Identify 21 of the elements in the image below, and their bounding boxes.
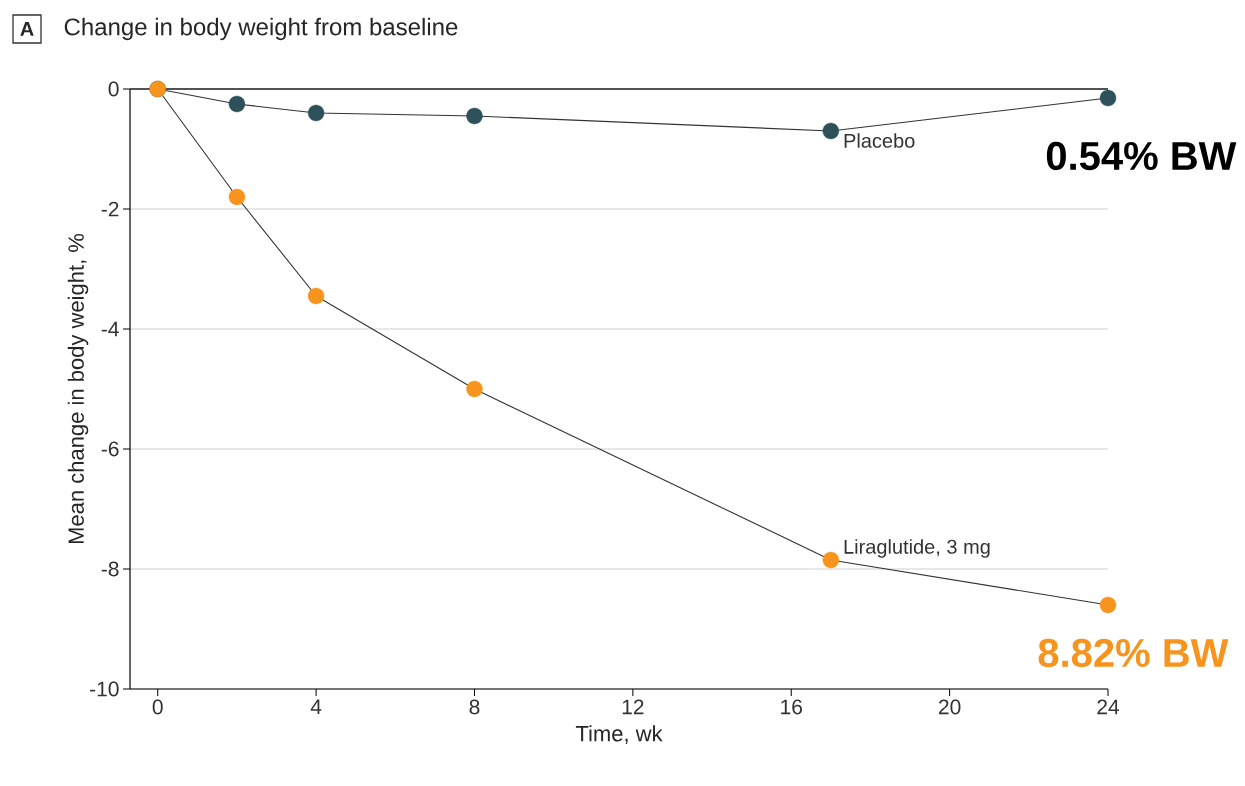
y-tick-label: -8: [101, 561, 119, 577]
x-axis-title: Time, wk: [575, 725, 663, 744]
annotation: 8.82% BW: [1038, 638, 1229, 668]
series-label: Liraglutide, 3 mg: [844, 539, 990, 558]
series-label: Placebo: [844, 133, 915, 148]
chart-title: Change in body weight from baseline: [64, 17, 458, 41]
y-axis-title: Mean change in body weight, %: [67, 233, 89, 544]
text: A: [20, 22, 34, 36]
x-tick-label: 24: [1097, 699, 1120, 715]
x-tick-label: 16: [781, 699, 802, 715]
y-tick-label: -6: [101, 441, 119, 457]
y-tick-label: -10: [90, 681, 119, 697]
x-tick-label: 12: [622, 699, 644, 715]
x-tick-label: 4: [310, 699, 322, 714]
y-tick-label: -4: [101, 321, 119, 337]
y-tick-label: -2: [101, 201, 119, 217]
annotation: 0.54% BW: [1046, 141, 1237, 171]
x-tick-label: 0: [152, 699, 163, 715]
y-tick-label: 0: [108, 81, 119, 97]
x-tick-label: 8: [469, 699, 480, 715]
x-tick-label: 20: [939, 699, 961, 715]
